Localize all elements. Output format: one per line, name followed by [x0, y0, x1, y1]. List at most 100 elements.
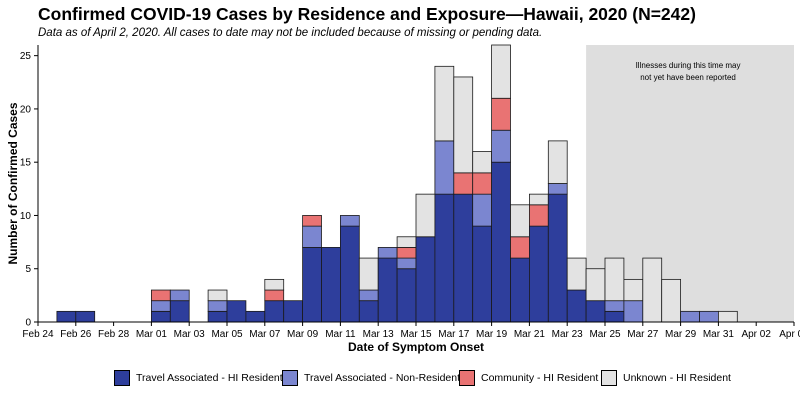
bar-mar-04-series-1 — [207, 300, 228, 312]
legend-item-2: Community - HI Resident — [459, 370, 598, 386]
x-tick-label-mar-07: Mar 07 — [249, 329, 281, 340]
bar-mar-09-series-2 — [302, 215, 322, 227]
bar-mar-14-series-2 — [396, 247, 417, 259]
legend-label-1: Travel Associated - Non-Resident — [304, 372, 461, 384]
x-tick-label-mar-31: Mar 31 — [703, 329, 735, 340]
x-tick-label-mar-29: Mar 29 — [665, 329, 697, 340]
bar-mar-23-series-3 — [566, 257, 587, 291]
bar-mar-18-series-1 — [472, 193, 493, 227]
bar-mar-11-series-1 — [339, 215, 360, 227]
bar-mar-01-series-2 — [150, 289, 171, 302]
bar-mar-04-series-3 — [207, 289, 228, 302]
x-tick-label-apr-02: Apr 02 — [741, 329, 771, 340]
bar-mar-23-series-0 — [566, 289, 587, 323]
bar-mar-07-series-2 — [264, 289, 285, 302]
bar-mar-17-series-0 — [453, 193, 474, 323]
bar-mar-19-series-2 — [491, 97, 511, 131]
bar-mar-09-series-0 — [302, 247, 322, 323]
bar-mar-14-series-3 — [396, 236, 417, 248]
bar-mar-16-series-3 — [434, 65, 455, 142]
x-tick-label-feb-26: Feb 26 — [60, 329, 92, 340]
annotation-line-1: Illnesses during this time may — [636, 61, 741, 70]
bar-mar-15-series-0 — [415, 236, 436, 323]
legend-item-0: Travel Associated - HI Resident — [114, 370, 283, 386]
legend-label-0: Travel Associated - HI Resident — [136, 372, 283, 384]
bar-mar-26-series-3 — [623, 278, 644, 302]
bar-mar-22-series-3 — [547, 140, 568, 184]
x-axis-label: Date of Symptom Onset — [348, 340, 484, 354]
bar-mar-26-series-1 — [623, 300, 644, 323]
bar-mar-22-series-1 — [547, 183, 568, 195]
chart-title: Confirmed COVID-19 Cases by Residence an… — [38, 4, 696, 24]
bar-mar-19-series-0 — [491, 161, 511, 323]
legend-label-3: Unknown - HI Resident — [623, 372, 731, 384]
bar-mar-07-series-0 — [264, 300, 285, 323]
bar-mar-17-series-3 — [453, 76, 474, 174]
x-tick-label-mar-23: Mar 23 — [552, 329, 584, 340]
legend-label-2: Community - HI Resident — [481, 372, 599, 384]
y-tick-label-5: 5 — [25, 264, 31, 275]
y-tick-label-15: 15 — [20, 158, 32, 169]
bar-mar-22-series-0 — [547, 193, 568, 323]
bar-feb-25-series-0 — [56, 310, 77, 323]
bar-mar-27-series-3 — [642, 257, 663, 323]
bar-mar-08-series-0 — [283, 300, 304, 323]
bar-mar-25-series-1 — [604, 300, 625, 312]
bar-mar-31-series-3 — [718, 310, 738, 323]
bar-mar-06-series-0 — [245, 310, 266, 323]
x-tick-label-mar-03: Mar 03 — [174, 329, 206, 340]
x-tick-label-mar-19: Mar 19 — [476, 329, 508, 340]
x-tick-label-apr-04: Apr 04 — [779, 329, 800, 340]
x-tick-label-feb-28: Feb 28 — [98, 329, 130, 340]
bar-mar-10-series-0 — [321, 247, 341, 323]
bar-mar-05-series-0 — [226, 300, 247, 323]
bar-mar-16-series-1 — [434, 140, 455, 195]
bar-mar-25-series-0 — [604, 310, 625, 323]
bar-mar-21-series-2 — [529, 204, 549, 227]
bar-mar-04-series-0 — [207, 310, 228, 323]
bar-mar-18-series-3 — [472, 151, 493, 174]
bar-mar-24-series-0 — [585, 300, 606, 323]
bar-mar-28-series-3 — [661, 278, 682, 323]
bar-mar-13-series-0 — [377, 257, 398, 323]
bar-mar-07-series-3 — [264, 278, 285, 291]
bar-mar-16-series-0 — [434, 193, 455, 323]
legend-swatch-0 — [114, 370, 130, 386]
x-tick-label-mar-01: Mar 01 — [136, 329, 168, 340]
bar-mar-24-series-3 — [585, 268, 606, 302]
bar-mar-02-series-0 — [169, 300, 190, 323]
bar-mar-30-series-1 — [699, 310, 719, 323]
bar-mar-20-series-2 — [510, 236, 530, 259]
bar-mar-18-series-2 — [472, 172, 493, 195]
bar-mar-09-series-1 — [302, 225, 322, 248]
bar-mar-11-series-0 — [339, 225, 360, 323]
bar-mar-29-series-1 — [680, 310, 700, 323]
bar-mar-21-series-0 — [529, 225, 549, 323]
y-tick-label-0: 0 — [25, 318, 31, 329]
bar-mar-15-series-3 — [415, 193, 436, 238]
x-tick-label-mar-17: Mar 17 — [438, 329, 470, 340]
chart-legend: Travel Associated - HI Resident Travel As… — [0, 370, 800, 390]
x-tick-label-mar-05: Mar 05 — [211, 329, 243, 340]
bar-feb-26-series-0 — [75, 310, 96, 323]
bar-mar-20-series-3 — [510, 204, 530, 238]
bar-mar-20-series-0 — [510, 257, 530, 323]
annotation-line-2: not yet have been reported — [640, 73, 736, 82]
x-tick-label-mar-13: Mar 13 — [363, 329, 395, 340]
bar-mar-01-series-0 — [150, 310, 171, 323]
bar-mar-12-series-3 — [358, 257, 379, 291]
bar-mar-01-series-1 — [150, 300, 171, 312]
x-tick-label-mar-27: Mar 27 — [627, 329, 659, 340]
bar-mar-14-series-0 — [396, 268, 417, 323]
x-tick-label-feb-24: Feb 24 — [22, 329, 54, 340]
chart-subtitle: Data as of April 2, 2020. All cases to d… — [38, 27, 543, 39]
bar-mar-12-series-1 — [358, 289, 379, 302]
bar-mar-12-series-0 — [358, 300, 379, 323]
bar-mar-19-series-1 — [491, 129, 511, 163]
legend-swatch-1 — [282, 370, 298, 386]
x-tick-label-mar-21: Mar 21 — [514, 329, 546, 340]
bar-mar-19-series-3 — [491, 44, 511, 99]
y-tick-label-25: 25 — [20, 51, 32, 62]
y-axis-label: Number of Confirmed Cases — [6, 102, 20, 264]
x-tick-label-mar-09: Mar 09 — [287, 329, 319, 340]
